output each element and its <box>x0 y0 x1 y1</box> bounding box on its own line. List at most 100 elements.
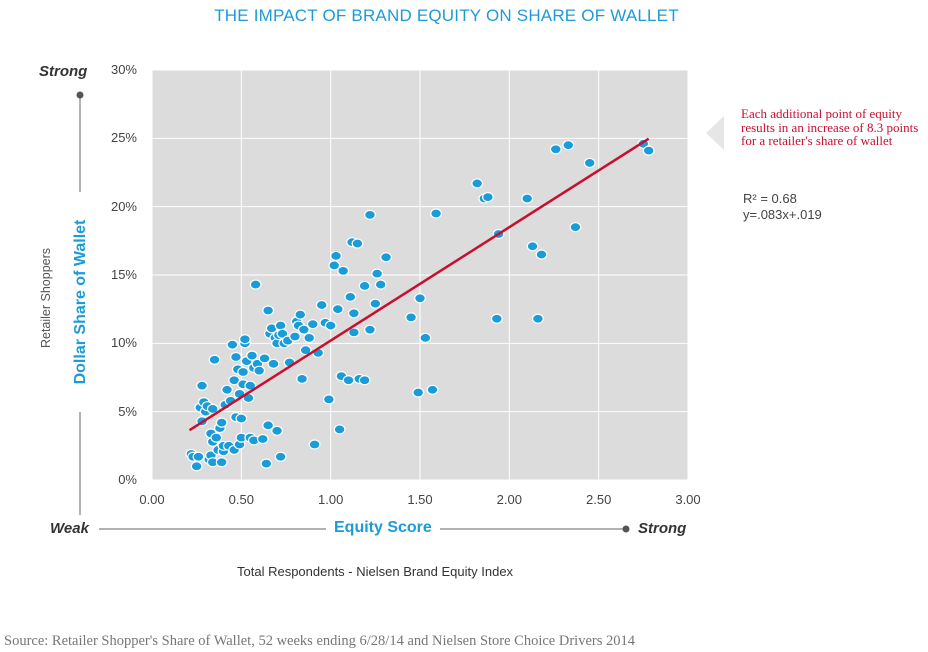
r-squared-label: R² = 0.68 <box>743 191 797 206</box>
scatter-point <box>351 238 364 249</box>
scatter-point <box>414 293 426 304</box>
scatter-point <box>206 403 219 415</box>
y-tick-label: 10% <box>110 335 137 351</box>
scatter-point <box>296 373 308 384</box>
scatter-point <box>274 320 287 331</box>
scatter-point <box>267 358 280 369</box>
scatter-point <box>490 313 503 324</box>
scatter-point <box>221 384 233 395</box>
scatter-point <box>371 268 384 279</box>
scatter-point <box>430 208 442 219</box>
scatter-point <box>337 265 350 276</box>
scatter-point <box>322 394 335 405</box>
x-tick-label: 2.00 <box>496 492 522 507</box>
scatter-point <box>471 178 484 189</box>
y-tick-label: 20% <box>110 198 137 214</box>
annotation-pointer <box>706 116 724 150</box>
scatter-point <box>426 384 439 395</box>
equation-label: y=.083x+.019 <box>743 207 822 222</box>
x-axis-sublabel: Total Respondents - Nielsen Brand Equity… <box>237 564 514 579</box>
scatter-point <box>297 324 310 335</box>
x-axis-right-end-label: Strong <box>638 520 687 537</box>
scatter-point <box>330 250 342 261</box>
scatter-point <box>583 157 596 169</box>
scatter-point <box>230 351 242 363</box>
scatter-point <box>192 451 205 462</box>
scatter-point <box>210 432 223 443</box>
scatter-point <box>303 332 316 343</box>
scatter-point <box>526 241 539 252</box>
scatter-point <box>374 279 387 290</box>
scatter-point <box>364 209 376 220</box>
y-axis-top-marker <box>76 91 84 99</box>
scatter-point <box>412 387 425 398</box>
data-points <box>185 138 655 472</box>
scatter-point <box>642 145 655 156</box>
scatter-point <box>196 380 208 391</box>
scatter-point <box>562 140 575 151</box>
scatter-point <box>260 458 273 469</box>
scatter-point <box>481 192 494 203</box>
trendline <box>188 137 650 432</box>
scatter-point <box>239 334 251 345</box>
scatter-point <box>256 433 269 445</box>
scatter-point <box>569 222 582 233</box>
y-axis-label: Dollar Share of Wallet <box>72 219 89 385</box>
scatter-point <box>215 457 228 468</box>
scatter-point <box>347 308 360 319</box>
scatter-point <box>328 260 341 271</box>
scatter-point <box>419 332 432 343</box>
scatter-point <box>215 417 228 428</box>
scatter-point <box>532 313 544 324</box>
x-tick-label: 3.00 <box>675 492 701 507</box>
scatter-point <box>208 354 221 365</box>
scatter-point <box>249 279 262 290</box>
x-tick-label: 1.00 <box>318 492 344 507</box>
scatter-point <box>333 424 346 435</box>
scatter-point <box>274 451 287 462</box>
y-tick-label: 5% <box>118 403 137 419</box>
scatter-point <box>342 375 355 386</box>
scatter-point <box>308 439 321 450</box>
scatter-point <box>324 320 337 331</box>
y-tick-label: 15% <box>110 267 137 282</box>
y-tick-label: 0% <box>118 472 137 487</box>
x-axis-right-marker <box>622 525 630 533</box>
scatter-point <box>369 298 382 309</box>
scatter-point <box>331 304 344 315</box>
scatter-point <box>246 350 258 361</box>
scatter-point <box>306 319 319 330</box>
scatter-point <box>226 339 239 350</box>
scatter-point <box>237 366 250 378</box>
y-axis-top-end-label: Strong <box>39 63 88 80</box>
y-tick-label: 25% <box>110 130 137 146</box>
scatter-point <box>289 331 301 342</box>
scatter-point <box>190 461 203 472</box>
scatter-point <box>299 345 312 356</box>
scatter-point <box>262 420 275 431</box>
y-axis-sublabel: Retailer Shoppers <box>39 247 53 349</box>
x-axis-left-end-label: Weak <box>50 520 89 537</box>
x-tick-label: 2.50 <box>586 492 612 507</box>
source-note: Source: Retailer Shopper's Share of Wall… <box>4 633 635 649</box>
scatter-point <box>276 328 289 339</box>
scatter-point <box>258 353 271 364</box>
scatter-point <box>347 327 360 338</box>
y-tick-label: 30% <box>110 62 137 77</box>
scatter-point <box>262 305 275 316</box>
scatter-point <box>253 365 266 376</box>
scatter-point <box>344 291 357 302</box>
scatter-point <box>271 425 283 436</box>
scatter-point <box>228 375 241 386</box>
x-tick-label: 0.50 <box>228 492 254 507</box>
scatter-point <box>521 193 534 204</box>
trend-annotation: Each additional point of equity results … <box>741 106 919 148</box>
scatter-point <box>535 249 548 260</box>
scatter-point <box>364 324 376 335</box>
x-tick-label: 0.00 <box>139 492 165 507</box>
scatter-point <box>380 252 392 263</box>
scatter-point <box>294 309 307 320</box>
x-tick-label: 1.50 <box>407 492 433 507</box>
scatter-point <box>235 413 248 424</box>
